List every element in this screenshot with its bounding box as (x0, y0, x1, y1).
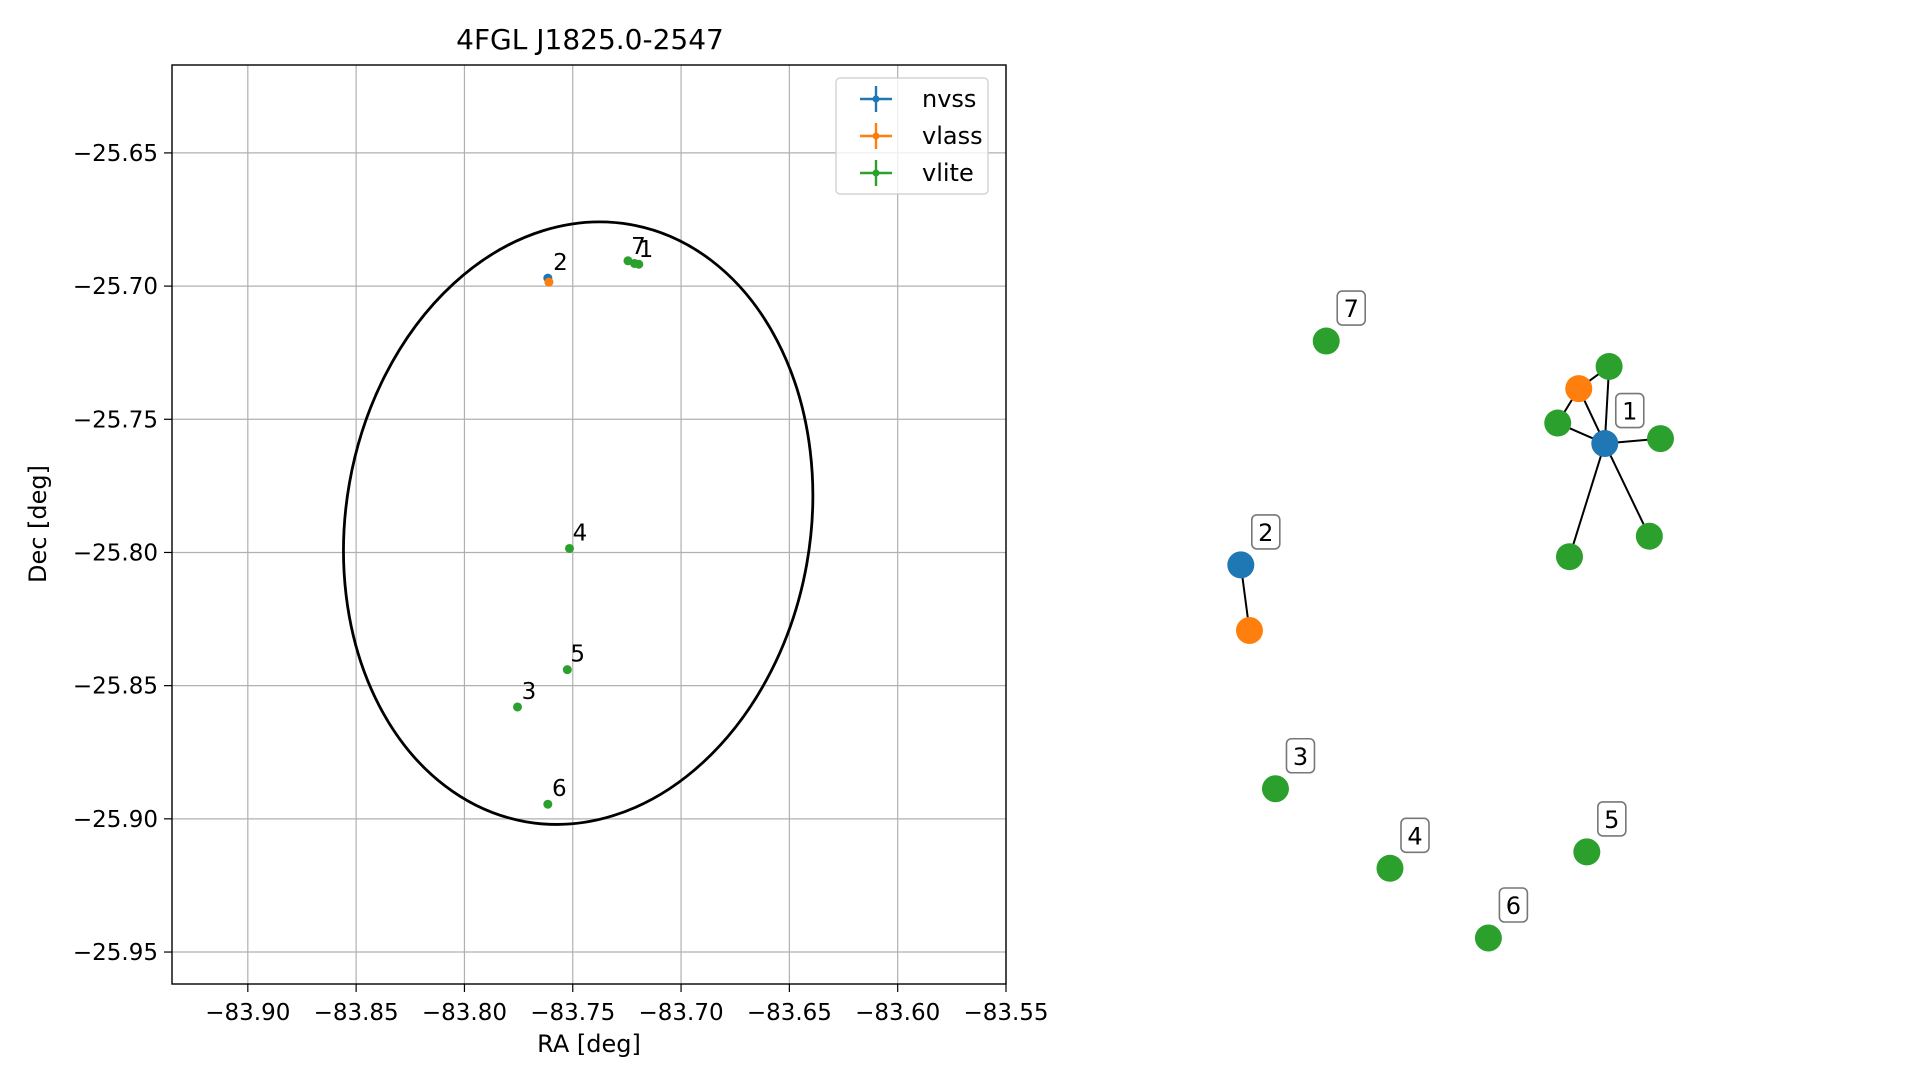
point-labels: 2 71 4 5 3 6 (522, 234, 654, 802)
network-node-vlite (1573, 838, 1601, 866)
network-node-labels: 1 2 7 3 4 5 6 (1251, 290, 1645, 923)
network-nodes (1227, 327, 1674, 952)
x-axis-label: RA [deg] (537, 1030, 641, 1058)
scatter-points (513, 256, 644, 809)
axis-ticks: −83.90 −83.85 −83.80 −83.75 −83.70 −83.65 −83.… (73, 141, 1049, 1026)
node-label-text: 2 (1258, 519, 1273, 547)
node-label-frame (1498, 887, 1529, 923)
network-node-vlite (1544, 409, 1572, 437)
x-tick-label: −83.55 (963, 1000, 1048, 1026)
node-label-box: 3 (1285, 737, 1316, 774)
x-tick-label: −83.80 (422, 1000, 507, 1026)
legend-entries: nvss vlass vlite (860, 85, 983, 187)
y-axis-label: Dec [deg] (24, 465, 52, 583)
x-tick-label: −83.90 (205, 1000, 290, 1026)
network-node-vlite (1595, 352, 1623, 380)
node-label-box: 7 (1336, 290, 1367, 326)
node-label-frame (1336, 290, 1367, 326)
network-edge (1603, 443, 1651, 537)
point-label: 5 (570, 642, 585, 668)
data-point-vlite (543, 799, 553, 809)
network-edges (1239, 365, 1661, 631)
point-label: 7 (631, 234, 646, 260)
point-label: 1 (639, 237, 654, 263)
legend-marker-dot (872, 95, 880, 103)
legend-frame (835, 77, 989, 195)
legend-entry-nvss: nvss (860, 85, 976, 113)
y-tick-label: −25.80 (73, 540, 158, 566)
legend-label: vlass (922, 122, 983, 150)
point-label: 2 (553, 250, 568, 276)
node-label-box: 4 (1400, 817, 1430, 854)
network-node-vlass (1565, 375, 1593, 403)
legend-entry-vlite: vlite (860, 159, 974, 187)
point-label: 4 (573, 520, 588, 546)
data-point-vlite (634, 259, 644, 269)
point-label: 3 (522, 679, 537, 705)
node-label-text: 4 (1407, 822, 1422, 850)
network-node-nvss (1591, 430, 1619, 458)
node-label-box: 1 (1614, 392, 1645, 429)
y-tick-label: −25.85 (73, 674, 158, 700)
network-node-vlite (1474, 924, 1502, 952)
node-label-text: 5 (1604, 806, 1619, 834)
legend-label: nvss (922, 85, 976, 113)
y-tick-label: −25.75 (73, 407, 158, 433)
node-label-box: 6 (1498, 887, 1529, 923)
point-label: 6 (552, 776, 567, 802)
node-label-frame (1400, 817, 1430, 854)
node-label-box: 2 (1251, 514, 1281, 550)
y-tick-label: −25.65 (73, 141, 158, 167)
x-tick-label: −83.60 (855, 1000, 940, 1026)
network-panel: 1 2 7 3 4 5 6 (1227, 290, 1674, 952)
data-point-vlite (513, 702, 523, 712)
network-node-vlite (1646, 425, 1674, 453)
network-edge (1568, 443, 1606, 557)
y-tick-label: −25.90 (73, 807, 158, 833)
node-label-text: 7 (1344, 295, 1359, 323)
legend: nvss vlass vlite (835, 77, 989, 195)
x-tick-label: −83.75 (530, 1000, 615, 1026)
legend-marker-dot (872, 132, 880, 140)
localization-ellipse (342, 220, 815, 826)
network-node-vlite (1261, 775, 1289, 803)
node-label-frame (1597, 801, 1627, 837)
x-tick-label: −83.70 (639, 1000, 724, 1026)
network-node-vlass (1235, 617, 1263, 644)
plot-frame (171, 64, 1007, 985)
legend-label: vlite (922, 159, 974, 187)
data-point-vlite (565, 543, 575, 553)
node-label-text: 1 (1622, 398, 1637, 426)
grid-lines (172, 65, 1007, 984)
x-tick-label: −83.65 (747, 1000, 832, 1026)
network-node-vlite (1635, 522, 1663, 550)
chart-title: 4FGL J1825.0-2547 (456, 23, 724, 56)
node-label-text: 6 (1506, 892, 1521, 920)
y-tick-label: −25.95 (73, 940, 158, 966)
legend-entry-vlass: vlass (860, 122, 983, 150)
data-point-vlite (562, 665, 572, 675)
node-label-frame (1285, 737, 1316, 774)
node-label-box: 5 (1597, 801, 1627, 837)
localization-ellipse-layer (342, 220, 815, 826)
network-node-nvss (1227, 551, 1255, 579)
network-node-vlite (1376, 854, 1404, 882)
network-node-vlite (1312, 327, 1340, 355)
data-point-vlass (544, 277, 554, 287)
node-label-text: 3 (1293, 743, 1308, 771)
node-label-frame (1251, 514, 1281, 550)
legend-marker-dot (872, 169, 880, 177)
y-tick-label: −25.70 (73, 274, 158, 300)
network-node-vlite (1555, 543, 1583, 571)
x-tick-label: −83.85 (314, 1000, 399, 1026)
node-label-frame (1614, 392, 1645, 429)
